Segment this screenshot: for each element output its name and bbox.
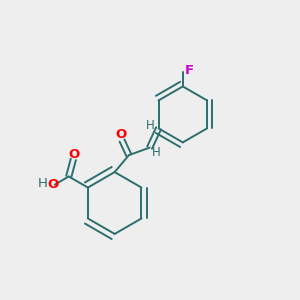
Text: O: O bbox=[47, 178, 58, 191]
Text: F: F bbox=[185, 64, 194, 77]
Text: O: O bbox=[115, 128, 126, 141]
Text: H: H bbox=[152, 146, 161, 158]
Text: O: O bbox=[68, 148, 80, 160]
Text: H: H bbox=[146, 119, 155, 132]
Text: H: H bbox=[38, 177, 47, 190]
